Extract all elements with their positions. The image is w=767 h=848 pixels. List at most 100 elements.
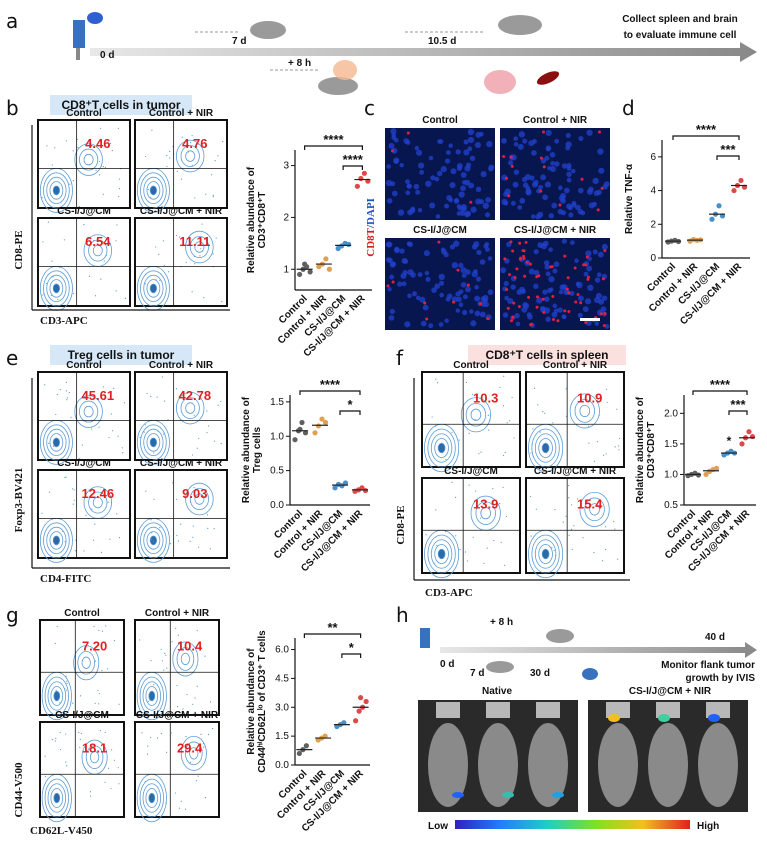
nucleus (420, 320, 427, 327)
y-axis-label: Treg cells (252, 426, 263, 473)
nucleus (407, 269, 414, 276)
contour (142, 681, 162, 711)
cd8-signal (509, 155, 513, 159)
nucleus (598, 167, 605, 174)
nucleus (401, 281, 407, 287)
event-dot (613, 520, 615, 523)
event-dot (117, 767, 119, 769)
event-dot (187, 151, 189, 153)
contour (140, 270, 167, 307)
stain-label: /DAPI (365, 198, 377, 229)
nucleus (474, 285, 479, 290)
contour (146, 433, 161, 452)
event-dot (189, 142, 192, 144)
event-dot (150, 736, 152, 739)
flow-plot (39, 721, 125, 818)
contour (49, 181, 64, 200)
cd8-signal (486, 317, 490, 321)
percentage: 11.11 (179, 234, 210, 249)
contour (140, 522, 167, 559)
contour (83, 405, 94, 418)
nucleus (439, 292, 444, 298)
event-dot (44, 384, 46, 386)
event-dot (207, 734, 210, 736)
contour (49, 531, 64, 550)
image-label: Control + NIR (523, 115, 588, 126)
event-dot (109, 538, 111, 540)
nucleus (517, 143, 524, 150)
y-tick-label: 0.5 (270, 466, 284, 477)
data-point (341, 720, 347, 726)
contour (81, 656, 91, 669)
cd8-signal (507, 194, 511, 198)
event-dot (144, 283, 146, 285)
cd8-signal (469, 200, 473, 204)
nucleus (463, 149, 470, 156)
event-dot (466, 560, 469, 562)
panel-label: f (396, 346, 404, 370)
contour (74, 395, 103, 428)
cd8-signal (479, 302, 483, 306)
nucleus (582, 306, 589, 313)
nucleus (500, 267, 507, 274)
nucleus (543, 260, 550, 266)
event-dot (188, 743, 190, 746)
event-dot (192, 232, 194, 234)
event-dot (191, 291, 193, 293)
plot-title: CS-I/J@CM (55, 710, 109, 721)
event-dot (487, 414, 489, 416)
bracket (716, 155, 740, 160)
event-dot (176, 706, 179, 708)
timepoint: 40 d (705, 632, 725, 643)
y-tick-label: 0.0 (275, 760, 289, 771)
event-dot (160, 732, 163, 735)
nucleus (484, 241, 490, 247)
nucleus (403, 138, 410, 144)
nucleus (578, 187, 584, 194)
cd8-signal (539, 189, 543, 193)
event-dot (465, 381, 468, 384)
cd8-signal (542, 165, 546, 169)
y-axis-label: CD44ʰⁱCD62Lˡᵒ of CD3⁺ T cells (256, 630, 268, 773)
nucleus (580, 210, 586, 216)
event-dot (577, 498, 579, 500)
nucleus (540, 158, 547, 164)
event-dot (113, 759, 116, 761)
nucleus (438, 322, 444, 327)
contour (46, 274, 67, 302)
event-dot (118, 178, 121, 180)
contour (194, 241, 205, 253)
cd8-signal (524, 240, 528, 244)
cd8-signal (550, 265, 554, 269)
timeline-arrow (440, 642, 757, 658)
percentage: 7.20 (82, 638, 107, 653)
cd8-signal (510, 319, 514, 323)
nucleus (543, 307, 551, 314)
nucleus (554, 161, 560, 167)
event-dot (194, 697, 196, 699)
event-dot (200, 248, 202, 250)
event-dot (99, 729, 102, 732)
nucleus (446, 293, 453, 299)
event-dot (54, 740, 57, 742)
flow-plot (37, 371, 131, 461)
event-dot (160, 648, 162, 651)
nucleus (574, 258, 579, 263)
contour (85, 745, 104, 769)
data-point (716, 203, 722, 209)
event-dot (71, 488, 74, 490)
cd8-signal (386, 284, 390, 288)
event-dot (175, 388, 177, 390)
event-dot (83, 550, 85, 552)
note: to evaluate immune cell (624, 30, 737, 41)
bracket (339, 410, 361, 415)
cd8-signal (515, 267, 519, 271)
event-dot (197, 775, 199, 777)
event-dot (52, 445, 55, 447)
contour (437, 442, 446, 454)
event-dot (47, 221, 49, 223)
nucleus (569, 290, 575, 296)
event-dot (72, 292, 75, 295)
cd8-signal (582, 263, 586, 267)
data-point (323, 256, 329, 262)
